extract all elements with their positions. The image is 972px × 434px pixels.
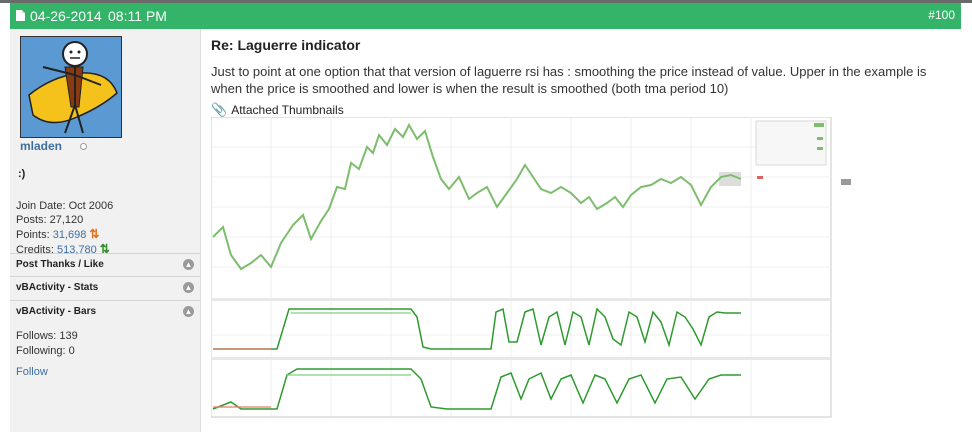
collapse-icon[interactable]: ▲	[183, 282, 194, 293]
vbactivity-bars-section[interactable]: vBActivity - Bars ▲	[10, 300, 200, 323]
posts-value: 27,120	[49, 214, 84, 226]
posts-label: Posts:	[16, 214, 47, 226]
join-date-value: Oct 2006	[68, 200, 114, 212]
following-row: Following: 0	[16, 344, 78, 359]
user-sidebar: mladen :) Join Date: Oct 2006 Posts: 27,…	[10, 29, 201, 432]
post-date: 04-26-2014	[30, 8, 102, 24]
collapse-icon[interactable]: ▲	[183, 306, 194, 317]
chart-screenshot	[210, 116, 851, 429]
post-thanks-section[interactable]: Post Thanks / Like ▲	[10, 253, 200, 276]
document-icon	[16, 10, 25, 21]
points-arrows-icon: ⇅	[89, 227, 100, 241]
following-value: 0	[68, 345, 75, 357]
attachments-label: Attached Thumbnails	[231, 103, 344, 117]
follows-row: Follows: 139	[16, 329, 78, 344]
post-time: 08:11 PM	[108, 8, 167, 24]
follows-value: 139	[59, 330, 78, 342]
post-thanks-label: Post Thanks / Like	[16, 259, 104, 270]
post-header: 04-26-2014 08:11 PM #100	[10, 3, 961, 29]
credits-arrows-icon: ⇅	[99, 242, 110, 256]
paperclip-icon: 📎	[211, 102, 228, 117]
posts-row: Posts: 27,120	[16, 213, 113, 227]
follows-label: Follows:	[16, 330, 57, 342]
avatar-image	[21, 37, 121, 137]
top-border	[0, 0, 972, 3]
join-date-label: Join Date:	[16, 200, 66, 212]
vbactivity-stats-label: vBActivity - Stats	[16, 282, 99, 293]
follows-block: Follows: 139 Following: 0	[16, 329, 78, 359]
vbactivity-stats-section[interactable]: vBActivity - Stats ▲	[10, 276, 200, 299]
user-stats: Join Date: Oct 2006 Posts: 27,120 Points…	[16, 199, 113, 257]
points-label: Points:	[16, 229, 50, 241]
points-value[interactable]: 31,698	[52, 229, 87, 241]
username-link[interactable]: mladen	[20, 139, 63, 153]
post-number-link[interactable]: #100	[928, 8, 955, 22]
offline-status-icon	[80, 143, 87, 150]
user-title: :)	[18, 168, 26, 180]
avatar[interactable]	[20, 36, 122, 138]
post-title: Re: Laguerre indicator	[211, 37, 361, 53]
following-label: Following:	[16, 345, 66, 357]
attachments-header: 📎 Attached Thumbnails	[211, 102, 344, 118]
collapse-icon[interactable]: ▲	[183, 259, 194, 270]
post-body: Just to point at one option that that ve…	[211, 64, 927, 96]
post-content: Re: Laguerre indicator Just to point at …	[201, 29, 961, 432]
join-date-row: Join Date: Oct 2006	[16, 199, 113, 213]
points-row: Points: 31,698 ⇅	[16, 227, 113, 242]
attachment-thumbnail[interactable]	[210, 116, 851, 429]
follow-link[interactable]: Follow	[16, 366, 48, 378]
vbactivity-bars-label: vBActivity - Bars	[16, 306, 97, 317]
